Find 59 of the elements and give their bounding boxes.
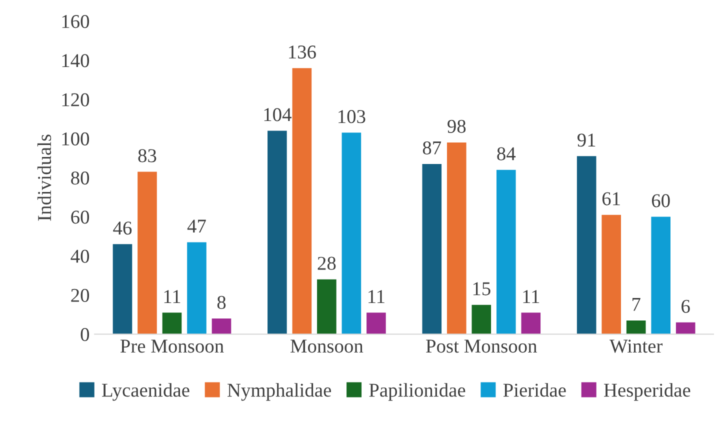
y-tick-label: 0 [80,328,90,342]
data-label: 91 [577,134,596,147]
data-label: 136 [289,46,316,59]
data-label: 87 [422,141,442,154]
data-label: 15 [473,282,490,296]
x-tick-label: Monsoon [290,340,364,353]
legend-label: Hesperidae [604,383,690,401]
data-label: 83 [138,149,156,162]
bar [521,312,541,334]
bar [366,312,386,334]
data-label: 46 [113,222,132,235]
bar [651,216,670,334]
bar [112,244,132,334]
bar [342,132,362,334]
bar [422,164,442,334]
bar [212,318,232,334]
data-label: 61 [602,192,620,206]
data-label: 6 [682,300,690,313]
x-tick-label: Pre Monsoon [120,340,224,353]
data-label: 47 [187,220,206,233]
x-tick-label: Winter [610,340,663,353]
data-label: 98 [448,120,466,133]
y-tick-label: 140 [62,54,90,68]
bar [602,214,621,334]
legend-label: Pieridae [503,383,566,397]
bar [496,170,516,334]
data-label: 60 [652,194,670,208]
bar [576,156,596,334]
y-tick-label: 20 [71,288,90,302]
bar [317,279,336,334]
data-label: 11 [164,290,180,303]
legend-label: Nymphalidae [227,383,332,401]
legend-label: Papilionidae [369,383,466,401]
y-tick-label: 120 [62,93,90,106]
data-label: 103 [338,110,366,124]
x-tick-label: Post Monsoon [426,340,538,353]
bar [138,172,157,334]
y-tick-label: 100 [62,132,90,146]
bar [268,130,287,334]
y-tick-label: 80 [71,171,90,185]
bar [187,242,206,334]
y-axis-title: Individuals [37,134,52,221]
legend-label: Lycaenidae [102,383,190,401]
data-label: 8 [217,296,226,310]
bar [446,142,466,334]
y-tick-label: 40 [70,250,90,263]
data-label: 7 [632,298,640,311]
bar [162,312,182,334]
data-label: 11 [523,290,540,303]
y-tick-label: 60 [71,210,90,224]
bar [292,68,312,334]
bar [676,322,696,334]
data-label: 104 [264,108,292,122]
data-label: 11 [368,290,384,303]
bar [472,304,492,334]
data-label: 28 [318,256,336,270]
bar [626,320,646,334]
data-label: 84 [497,147,516,160]
y-tick-label: 160 [62,14,90,28]
